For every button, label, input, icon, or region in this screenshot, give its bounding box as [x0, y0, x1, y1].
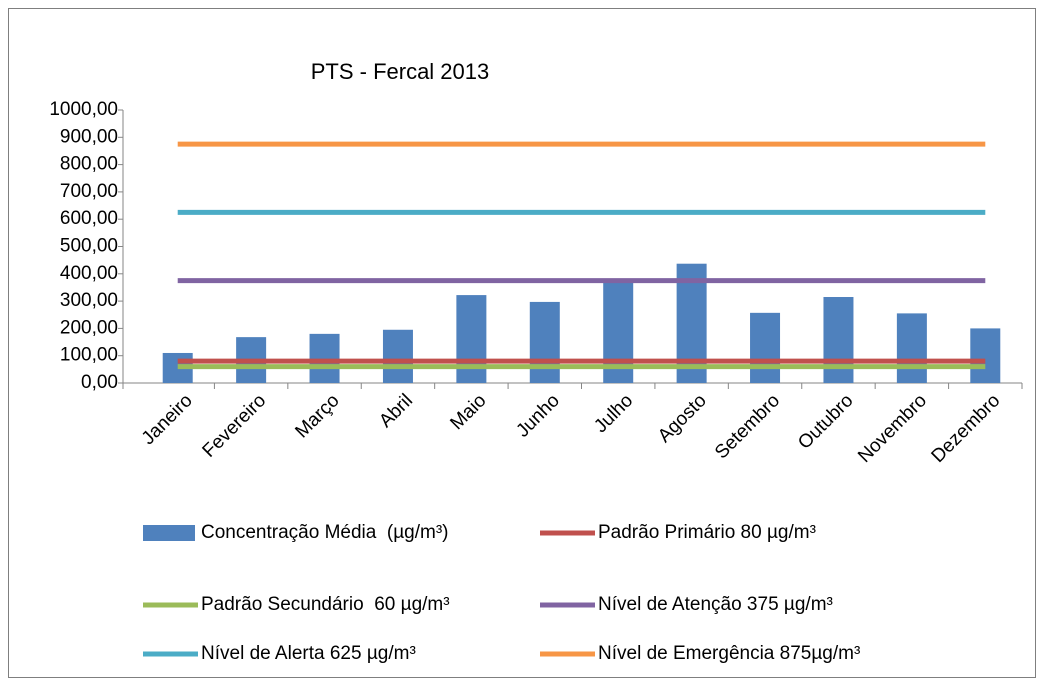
bar: [456, 295, 487, 383]
y-tick-label: 500,00: [60, 236, 118, 257]
chart-title: PTS - Fercal 2013: [311, 59, 490, 84]
legend-label: Padrão Primário 80 µg/m³: [598, 522, 816, 543]
legend-label: Concentração Média (µg/m³): [201, 522, 448, 543]
y-tick-label: 200,00: [60, 317, 118, 338]
legend-label: Nível de Atenção 375 µg/m³: [598, 594, 833, 615]
chart-border: [8, 8, 1036, 678]
y-tick-label: 900,00: [60, 126, 118, 147]
y-tick-label: 400,00: [60, 263, 118, 284]
y-tick-label: 1000,00: [49, 99, 118, 120]
bar: [896, 313, 927, 383]
y-tick-label: 0,00: [81, 372, 118, 393]
bar: [382, 329, 413, 383]
bar: [529, 301, 560, 383]
legend-label: Nível de Alerta 625 µg/m³: [201, 643, 416, 664]
legend-swatch: [143, 525, 195, 541]
bar: [750, 312, 781, 383]
y-tick-label: 700,00: [60, 181, 118, 202]
bar: [309, 333, 340, 383]
y-tick-label: 600,00: [60, 208, 118, 229]
bar: [823, 297, 854, 383]
legend-label: Padrão Secundário 60 µg/m³: [201, 594, 450, 615]
y-tick-label: 800,00: [60, 154, 118, 175]
y-tick-label: 300,00: [60, 290, 118, 311]
bar: [970, 328, 1001, 383]
legend-label: Nível de Emergência 875µg/m³: [598, 643, 860, 664]
y-tick-label: 100,00: [60, 345, 118, 366]
